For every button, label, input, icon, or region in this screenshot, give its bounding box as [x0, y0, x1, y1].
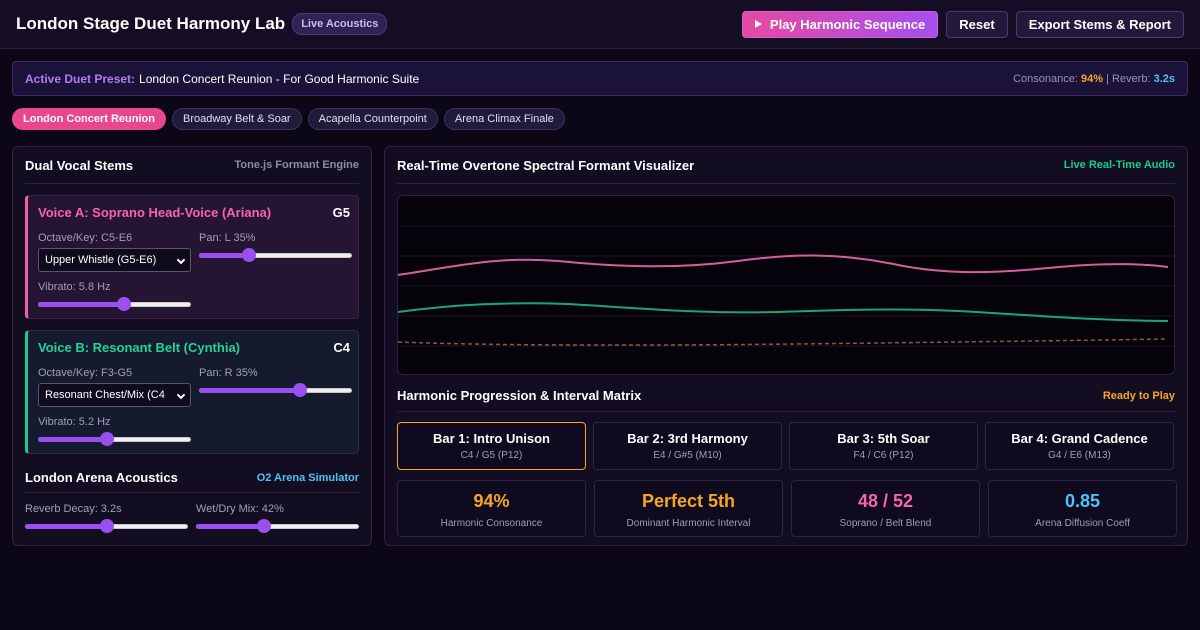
metric-blend-value: 48 / 52: [857, 491, 914, 511]
play-button-label: Play Harmonic Sequence: [769, 16, 926, 32]
metric-consonance: 94% Harmonic Consonance: [397, 480, 586, 537]
chip-broadway-belt-soar[interactable]: Broadway Belt & Soar: [171, 108, 302, 130]
visualizer-header: Real-Time Overtone Spectral Formant Visu…: [397, 147, 1175, 184]
app-title: London Stage Duet Harmony Lab: [16, 14, 286, 33]
voice-b-pan-label: Pan: R 35%: [199, 367, 258, 379]
chip-acapella-counterpoint[interactable]: Acapella Counterpoint: [307, 108, 438, 130]
bar-3-interval: F4 / C6 (P12): [853, 450, 914, 461]
bar-1-card[interactable]: Bar 1: Intro Unison C4 / G5 (P12): [397, 422, 586, 470]
app-header: London Stage Duet Harmony Lab Live Acous…: [0, 0, 1200, 49]
acoustics-controls: Reverb Decay: 3.2s Wet/Dry Mix: 42%: [25, 503, 359, 534]
metric-blend-label: Soprano / Belt Blend: [839, 518, 932, 529]
voice-a-octave-label: Octave/Key: C5-E6: [38, 232, 133, 244]
metric-blend: 48 / 52 Soprano / Belt Blend: [791, 480, 980, 537]
voice-a-vibrato-label: Vibrato: 5.8 Hz: [38, 281, 111, 293]
voice-a-register-select[interactable]: Upper Whistle (G5-E6): [38, 248, 191, 272]
stems-panel-title: Dual Vocal Stems: [25, 157, 134, 173]
baseline-formant-curve: [398, 338, 1169, 346]
voice-a-vibrato-slider[interactable]: [38, 296, 191, 312]
reverb-label: Reverb:: [1111, 72, 1151, 85]
bar-4-interval: G4 / E6 (M13): [1048, 450, 1111, 461]
voice-a-formant-curve: [398, 254, 1169, 276]
spectral-visualizer-panel: Real-Time Overtone Spectral Formant Visu…: [384, 146, 1188, 546]
voice-a-note: G5: [332, 205, 350, 220]
dual-vocal-stems-panel: Dual Vocal Stems Tone.js Formant Engine …: [12, 146, 372, 546]
progression-header: Harmonic Progression & Interval Matrix R…: [397, 380, 1175, 412]
voice-b-formant-curve: [398, 302, 1169, 322]
bar-4-card[interactable]: Bar 4: Grand Cadence G4 / E6 (M13): [985, 422, 1174, 470]
bar-1-title: Bar 1: Intro Unison: [432, 431, 550, 446]
preset-chips: London Concert Reunion Broadway Belt & S…: [12, 108, 565, 130]
voice-b-name: Voice B: Resonant Belt (Cynthia): [38, 340, 241, 355]
voice-a-name: Voice A: Soprano Head-Voice (Ariana): [38, 205, 272, 220]
chevron-down-icon: [176, 390, 186, 400]
metric-interval-label: Dominant Harmonic Interval: [626, 518, 751, 529]
play-icon: [754, 20, 762, 28]
arena-simulator-tag: O2 Arena Simulator: [256, 471, 359, 484]
metric-diffusion-label: Arena Diffusion Coeff: [1035, 518, 1130, 529]
visualizer-title: Real-Time Overtone Spectral Formant Visu…: [397, 157, 695, 173]
metric-interval-value: Perfect 5th: [641, 491, 736, 511]
header-actions: Play Harmonic Sequence Reset Export Stem…: [741, 10, 1184, 38]
ready-status: Ready to Play: [1102, 389, 1175, 402]
bar-2-title: Bar 2: 3rd Harmony: [627, 431, 748, 446]
progression-bars: Bar 1: Intro Unison C4 / G5 (P12) Bar 2:…: [397, 422, 1174, 470]
spectral-visualizer-canvas: [397, 195, 1175, 375]
progression-title: Harmonic Progression & Interval Matrix: [397, 388, 642, 403]
stats-separator: |: [1106, 72, 1109, 85]
reverb-value: 3.2s: [1153, 72, 1175, 85]
voice-b-card: Voice B: Resonant Belt (Cynthia) C4 Octa…: [25, 330, 359, 454]
metric-interval: Perfect 5th Dominant Harmonic Interval: [594, 480, 783, 537]
preset-value: London Concert Reunion - For Good Harmon…: [139, 71, 420, 86]
chip-arena-climax-finale[interactable]: Arena Climax Finale: [443, 108, 565, 130]
voice-a-pan-label: Pan: L 35%: [199, 232, 256, 244]
reset-button[interactable]: Reset: [946, 10, 1008, 38]
bar-2-interval: E4 / G#5 (M10): [653, 450, 722, 461]
reverb-decay-slider[interactable]: [25, 518, 188, 534]
bar-4-title: Bar 4: Grand Cadence: [1011, 431, 1148, 446]
wet-dry-label: Wet/Dry Mix: 42%: [196, 503, 284, 515]
metric-consonance-label: Harmonic Consonance: [440, 518, 543, 529]
stems-panel-header: Dual Vocal Stems Tone.js Formant Engine: [25, 147, 359, 184]
chip-london-concert-reunion[interactable]: London Concert Reunion: [12, 108, 166, 130]
bar-3-title: Bar 3: 5th Soar: [837, 431, 930, 446]
harmony-metrics: 94% Harmonic Consonance Perfect 5th Domi…: [397, 480, 1177, 537]
voice-a-pan-slider[interactable]: [199, 247, 352, 263]
wet-dry-slider[interactable]: [196, 518, 359, 534]
voice-b-vibrato-slider[interactable]: [38, 431, 191, 447]
metric-consonance-value: 94%: [473, 491, 510, 511]
voice-b-register-select[interactable]: Resonant Chest/Mix (C4: [38, 383, 191, 407]
metric-diffusion-value: 0.85: [1064, 491, 1101, 511]
voice-b-pan-slider[interactable]: [199, 382, 352, 398]
formant-waveform-svg: [398, 225, 1174, 347]
export-stems-report-button[interactable]: Export Stems & Report: [1015, 10, 1184, 38]
play-harmonic-sequence-button[interactable]: Play Harmonic Sequence: [741, 10, 939, 38]
bar-1-interval: C4 / G5 (P12): [460, 450, 523, 461]
voice-a-register-value: Upper Whistle (G5-E6): [45, 254, 157, 266]
consonance-label: Consonance:: [1013, 72, 1078, 85]
preset-label: Active Duet Preset:: [25, 71, 136, 86]
bar-2-card[interactable]: Bar 2: 3rd Harmony E4 / G#5 (M10): [593, 422, 782, 470]
metric-diffusion: 0.85 Arena Diffusion Coeff: [988, 480, 1177, 537]
voice-b-note: C4: [333, 340, 350, 355]
voice-b-octave-label: Octave/Key: F3-G5: [38, 367, 133, 379]
preset-stats: Consonance: 94% | Reverb: 3.2s: [1013, 73, 1175, 85]
voice-b-vibrato-label: Vibrato: 5.2 Hz: [38, 416, 111, 428]
acoustics-title: London Arena Acoustics: [25, 470, 178, 485]
acoustics-header: London Arena Acoustics O2 Arena Simulato…: [25, 463, 359, 493]
live-acoustics-badge: Live Acoustics: [292, 13, 388, 35]
reverb-decay-label: Reverb Decay: 3.2s: [25, 503, 122, 515]
chevron-down-icon: [176, 255, 186, 265]
active-preset-bar: Active Duet Preset: London Concert Reuni…: [12, 61, 1188, 96]
bar-3-card[interactable]: Bar 3: 5th Soar F4 / C6 (P12): [789, 422, 978, 470]
live-audio-tag: Live Real-Time Audio: [1063, 159, 1175, 171]
voice-b-register-value: Resonant Chest/Mix (C4: [45, 389, 165, 401]
consonance-value: 94%: [1080, 72, 1103, 85]
formant-engine-tag: Tone.js Formant Engine: [234, 159, 359, 171]
voice-a-card: Voice A: Soprano Head-Voice (Ariana) G5 …: [25, 195, 359, 319]
